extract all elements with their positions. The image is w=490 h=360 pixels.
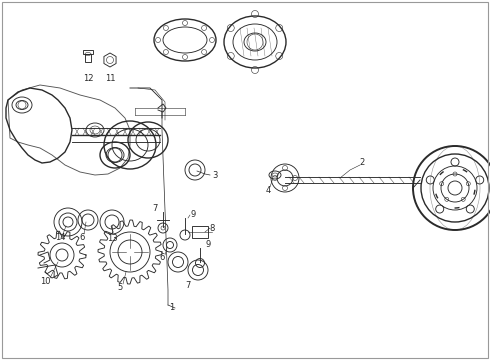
Text: 10: 10: [40, 278, 50, 287]
Text: 1: 1: [170, 303, 174, 312]
Text: 7: 7: [185, 280, 191, 289]
Bar: [85, 54, 91, 62]
Text: 3: 3: [212, 171, 218, 180]
Text: 13: 13: [107, 234, 117, 243]
Text: 8: 8: [209, 224, 215, 233]
Text: 6: 6: [159, 253, 165, 262]
Text: 11: 11: [105, 73, 115, 82]
Text: 12: 12: [83, 73, 93, 82]
Text: 9: 9: [191, 210, 196, 219]
Text: 6: 6: [79, 233, 85, 242]
Bar: [83, 50, 93, 54]
Text: 4: 4: [266, 185, 270, 194]
Text: 5: 5: [118, 284, 122, 292]
Text: 9: 9: [205, 239, 211, 248]
Bar: [192, 226, 208, 238]
Text: 7: 7: [152, 203, 158, 212]
Text: 14: 14: [55, 233, 65, 242]
Text: 2: 2: [359, 158, 365, 166]
